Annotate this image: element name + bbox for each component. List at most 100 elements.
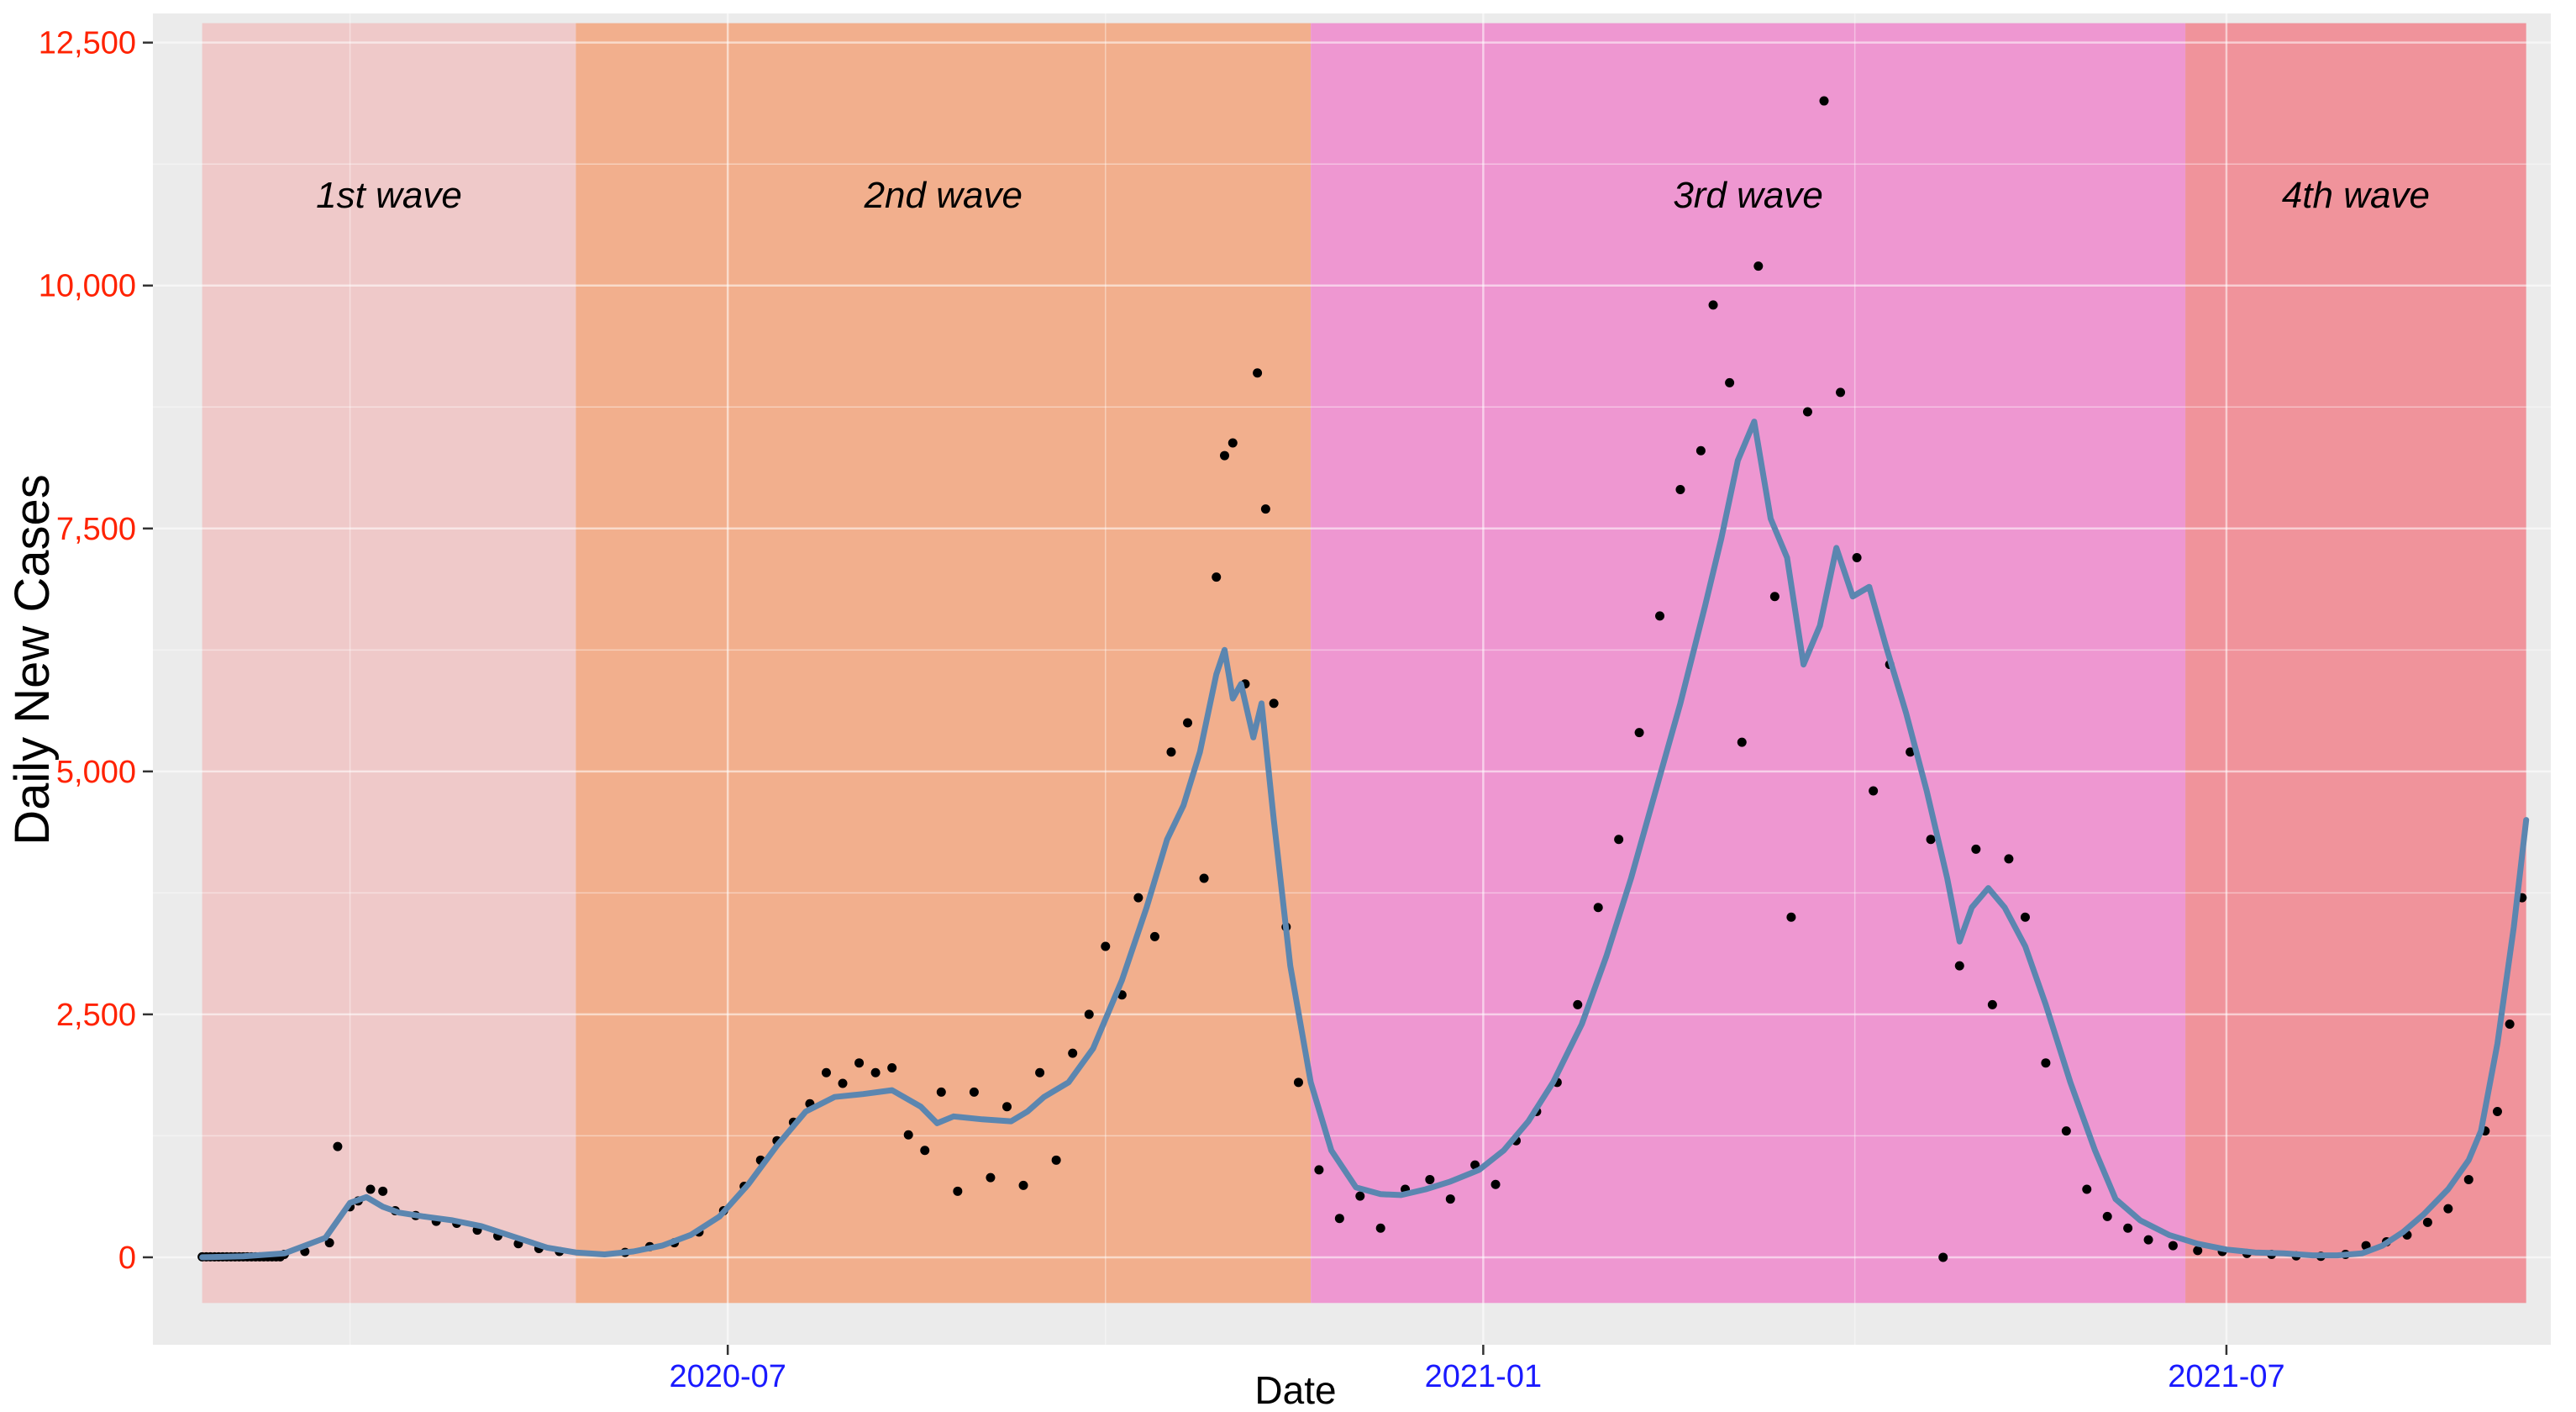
data-point — [1938, 1252, 1948, 1262]
data-point — [1051, 1155, 1061, 1165]
data-point — [1906, 747, 1916, 757]
data-point — [2463, 1174, 2473, 1184]
data-point — [2020, 912, 2030, 922]
data-point — [854, 1058, 865, 1068]
data-point — [1199, 873, 1209, 883]
data-point — [1425, 1174, 1435, 1184]
data-point — [1655, 611, 1665, 621]
data-point — [1954, 961, 1964, 971]
data-point — [2505, 1019, 2515, 1029]
wave-label-4: 4th wave — [2282, 175, 2430, 216]
wave-label-1: 1st wave — [316, 175, 462, 216]
data-point — [2041, 1058, 2051, 1068]
x-axis: 2020-07 2021-01 2021-07 — [669, 1345, 2285, 1394]
x-tick-label: 2020-07 — [669, 1359, 786, 1394]
data-point — [333, 1141, 343, 1151]
data-point — [1334, 1214, 1344, 1224]
trend-line — [199, 419, 2530, 1261]
data-point — [887, 1062, 897, 1072]
data-point — [1183, 718, 1193, 728]
data-point — [2443, 1204, 2453, 1214]
data-point — [2102, 1211, 2112, 1221]
wave-band-4 — [2185, 23, 2526, 1304]
data-point — [1708, 300, 1718, 310]
wave-band-1 — [202, 23, 576, 1304]
data-point — [1614, 835, 1624, 845]
x-tick-label: 2021-01 — [1425, 1359, 1542, 1394]
wave-label-2: 2nd wave — [864, 175, 1023, 216]
data-point — [1769, 592, 1780, 602]
y-tick-label: 7,500 — [56, 512, 136, 547]
wave-labels: 1st wave 2nd wave 3rd wave 4th wave — [316, 175, 2430, 216]
data-point — [1253, 368, 1263, 378]
y-tick-label: 12,500 — [39, 26, 136, 61]
data-point — [953, 1186, 963, 1196]
data-point — [1068, 1048, 1078, 1058]
data-point — [378, 1186, 388, 1196]
data-point — [1355, 1191, 1365, 1201]
data-point — [365, 1184, 376, 1194]
data-point — [1634, 728, 1644, 738]
data-point — [1470, 1160, 1480, 1170]
data-point — [1375, 1223, 1385, 1233]
data-point — [2193, 1246, 2203, 1256]
y-tick-label: 2,500 — [56, 998, 136, 1033]
data-point — [1001, 1102, 1012, 1112]
data-point — [1725, 377, 1735, 387]
data-point — [870, 1067, 881, 1077]
data-point — [1593, 903, 1603, 913]
data-point — [1101, 941, 1111, 951]
wave-label-3: 3rd wave — [1673, 175, 1823, 216]
data-point — [1852, 552, 1862, 562]
wave-band-3 — [1311, 23, 2186, 1304]
data-point — [1133, 893, 1143, 903]
data-point — [1293, 1077, 1303, 1088]
data-point — [1971, 844, 1981, 854]
data-point — [969, 1087, 979, 1097]
data-point — [920, 1146, 930, 1156]
data-point — [1869, 786, 1879, 796]
data-point — [1445, 1194, 1455, 1204]
y-axis: 0 2,500 5,000 7,500 10,000 12,500 — [39, 26, 153, 1276]
data-point — [2422, 1217, 2432, 1227]
x-tick-label: 2021-07 — [2168, 1359, 2284, 1394]
x-axis-title: Date — [1254, 1368, 1336, 1412]
data-point — [1260, 504, 1270, 514]
data-point — [903, 1130, 913, 1140]
y-tick-label: 0 — [118, 1241, 136, 1276]
data-point — [2061, 1126, 2071, 1136]
data-point — [2492, 1107, 2502, 1117]
wave-bands — [202, 23, 2526, 1304]
data-point — [1786, 912, 1796, 922]
y-axis-title: Daily New Cases — [5, 474, 60, 846]
data-point — [1753, 261, 1764, 271]
data-point — [1212, 572, 1222, 582]
data-point — [1269, 698, 1279, 709]
y-tick-label: 10,000 — [39, 269, 136, 304]
data-point — [1018, 1180, 1028, 1190]
data-point — [986, 1172, 996, 1183]
data-point — [1149, 931, 1159, 941]
data-point — [1490, 1179, 1501, 1189]
data-point — [1695, 445, 1706, 456]
data-point — [1836, 387, 1846, 398]
data-point — [936, 1087, 946, 1097]
data-point — [1802, 407, 1812, 417]
data-point — [1737, 737, 1747, 747]
data-point — [324, 1238, 334, 1248]
seven-day-average-line — [199, 419, 2530, 1261]
data-point — [1573, 999, 1583, 1009]
grid-lines — [153, 13, 2551, 1345]
data-point — [2004, 854, 2014, 864]
data-point — [1035, 1067, 1045, 1077]
data-point — [1228, 438, 1238, 448]
data-point — [2168, 1241, 2178, 1251]
data-point — [821, 1067, 831, 1077]
data-point — [1314, 1165, 1324, 1175]
data-point — [1819, 96, 1829, 106]
data-point — [838, 1078, 848, 1088]
data-point — [1987, 999, 1997, 1009]
data-point — [2082, 1184, 2092, 1194]
data-point — [2143, 1235, 2153, 1245]
